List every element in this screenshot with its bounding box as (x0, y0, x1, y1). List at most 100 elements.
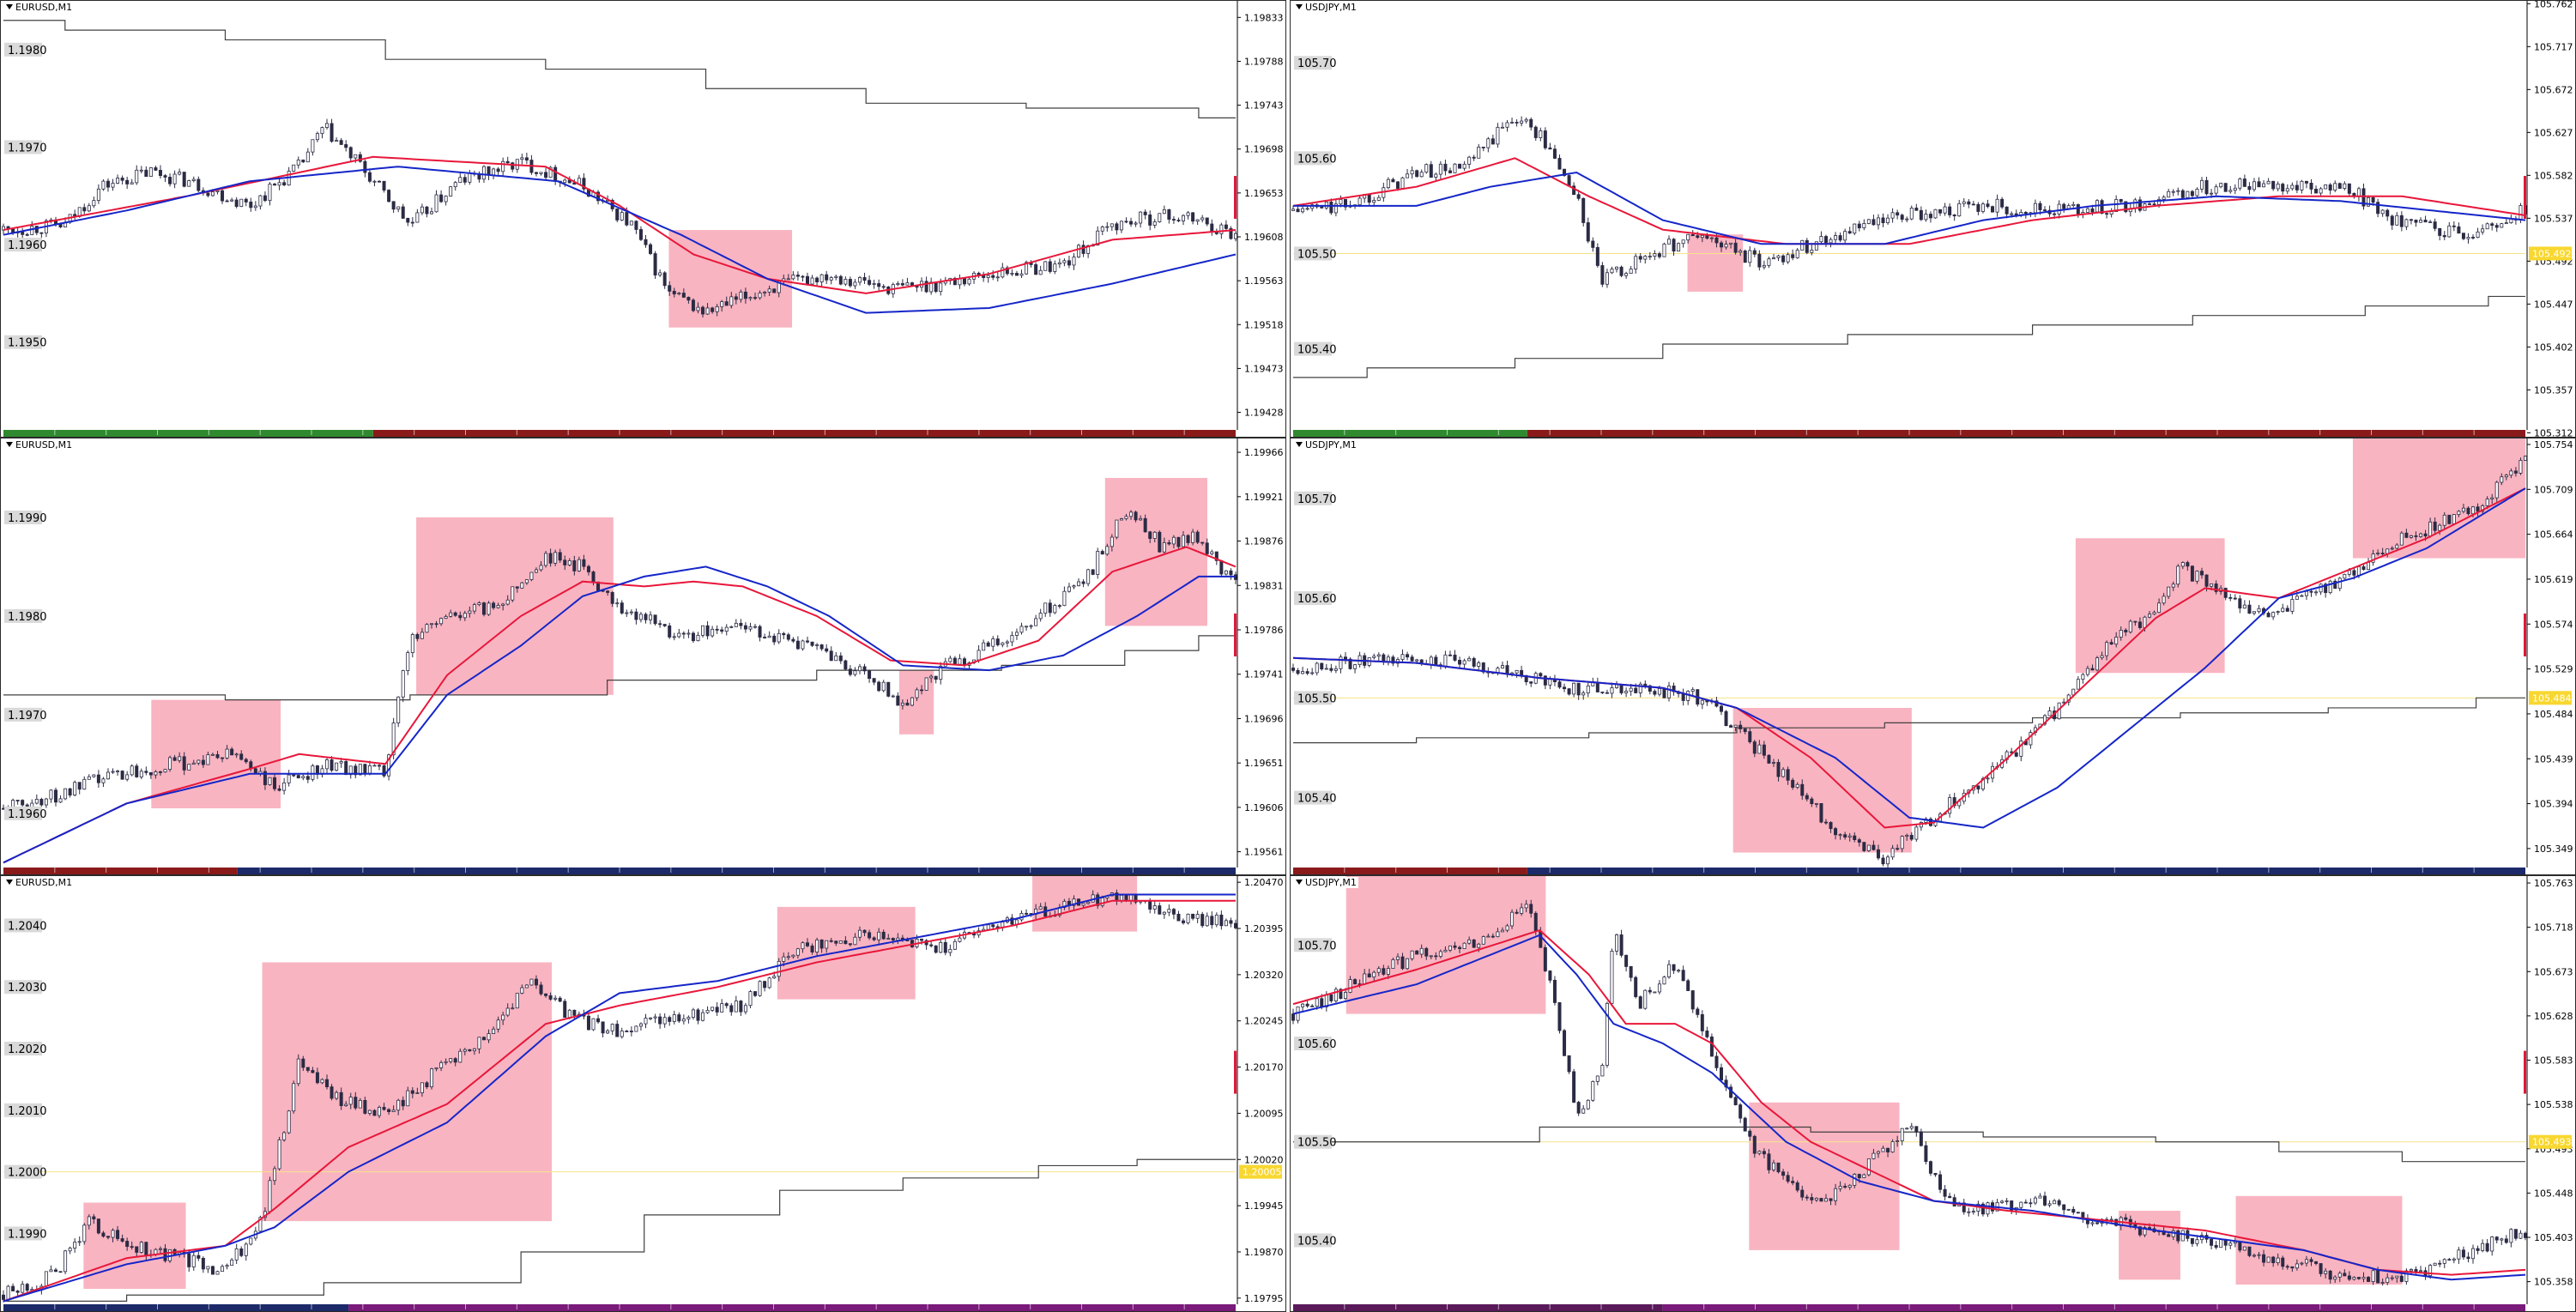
candle-body (382, 180, 386, 190)
candle-body (2409, 535, 2413, 538)
candle-body (2380, 209, 2385, 215)
candle-body (1510, 911, 1515, 927)
candle-body (477, 1037, 481, 1049)
candle (1843, 228, 1847, 244)
candle (511, 1003, 515, 1010)
candle (225, 1263, 229, 1270)
candle-body (729, 1005, 734, 1013)
candle-body (1690, 990, 1695, 1010)
candle-body (1976, 785, 1980, 789)
candle-body (1805, 239, 1809, 253)
time-bar-segment (3, 430, 373, 437)
candle (2105, 640, 2109, 661)
left-price-tag (4, 1042, 42, 1056)
candle (1829, 821, 1833, 833)
candle (268, 1176, 272, 1214)
candle-body (2252, 611, 2256, 614)
candle (1624, 954, 1629, 972)
candle (1191, 212, 1195, 225)
candle-body (529, 571, 534, 580)
candle (434, 190, 438, 213)
candle (2419, 532, 2423, 538)
candle (148, 772, 153, 779)
highlight-zone (777, 906, 916, 1000)
candle (292, 1080, 296, 1114)
price-axis-label: 105.537 (2534, 213, 2573, 224)
candle (2438, 523, 2442, 535)
candle (1600, 692, 1605, 694)
chart-panel-eurusd-2[interactable]: EURUSD,M1 1.1990 1.1980 1.1970 1.1960 1.1996… (0, 438, 1286, 875)
candle (1667, 959, 1672, 979)
candle-body (1890, 212, 1895, 219)
candle (1462, 942, 1466, 949)
candle (1315, 662, 1319, 676)
candle-body (2519, 205, 2523, 221)
candle (1515, 909, 1519, 915)
candle-body (548, 166, 553, 178)
chart-panel-usdjpy-2[interactable]: USDJPY,M1 105.70 105.60 105.50 105.40 105.75… (1290, 438, 2576, 875)
candle (1019, 622, 1024, 635)
candle (1462, 658, 1466, 668)
candle (767, 631, 771, 638)
candle (1072, 584, 1076, 589)
candle (1948, 203, 1952, 218)
candle-body (1881, 217, 1885, 224)
candle-body (1214, 914, 1218, 926)
candle (2337, 182, 2342, 190)
candle (21, 1280, 25, 1294)
candle (49, 789, 53, 803)
candle (273, 1165, 277, 1185)
candle (354, 154, 358, 163)
candle (1928, 817, 1932, 827)
candle (439, 617, 444, 626)
candle-body (268, 1180, 272, 1212)
candle-body (2119, 629, 2123, 638)
candle (2105, 211, 2109, 219)
candle-body (2395, 544, 2399, 549)
chart-panel-eurusd-3[interactable]: EURUSD,M1 1.2040 1.2030 1.2020 1.2010 1.2000… (0, 875, 1286, 1312)
candle-body (2000, 1200, 2005, 1203)
candle-body (743, 291, 747, 299)
candle-body (1696, 1008, 1700, 1015)
candle-body (1139, 517, 1143, 521)
chart-panel-usdjpy-3[interactable]: USDJPY,M1 105.70 105.60 105.50 105.40 105.76… (1290, 875, 2576, 1312)
candle (1110, 534, 1114, 552)
candles (1, 118, 1238, 318)
candle-body (534, 978, 538, 986)
candle-body (387, 754, 391, 777)
candle-body (1919, 209, 1923, 221)
candle-body (1400, 177, 1405, 189)
candle-body (2386, 209, 2390, 217)
candle-body (1353, 979, 1358, 984)
candle (1301, 1003, 1305, 1013)
candle (335, 762, 339, 771)
candle (1781, 254, 1786, 265)
candle (2371, 549, 2375, 566)
candle-body (1662, 976, 1666, 985)
candle-body (991, 924, 995, 928)
candle-body (948, 948, 952, 953)
candle-body (1043, 602, 1048, 614)
candle (116, 1225, 120, 1242)
candle-body (1005, 641, 1009, 644)
left-price-tag (4, 918, 42, 933)
candle-body (620, 1031, 624, 1037)
candle (434, 1067, 438, 1072)
chart-panel-eurusd-1[interactable]: EURUSD,M1 1.1980 1.1970 1.1960 1.1950 1.1983… (0, 0, 1286, 438)
candle (1823, 234, 1828, 247)
candle-body (225, 200, 229, 203)
candle-body (1905, 834, 1909, 837)
candle-body (1967, 201, 1971, 205)
candle-body (1301, 671, 1305, 674)
candle (1515, 119, 1519, 127)
candle (348, 146, 353, 161)
candle (1057, 258, 1061, 269)
candle-body (1757, 253, 1762, 268)
candle (1500, 122, 1504, 129)
candle-body (320, 127, 324, 135)
chart-panel-usdjpy-1[interactable]: USDJPY,M1 105.70 105.60 105.50 105.40 105.76… (1290, 0, 2576, 438)
candle (2285, 605, 2289, 612)
candle-body (358, 154, 362, 162)
candle (1224, 570, 1228, 576)
candle-body (844, 279, 848, 285)
